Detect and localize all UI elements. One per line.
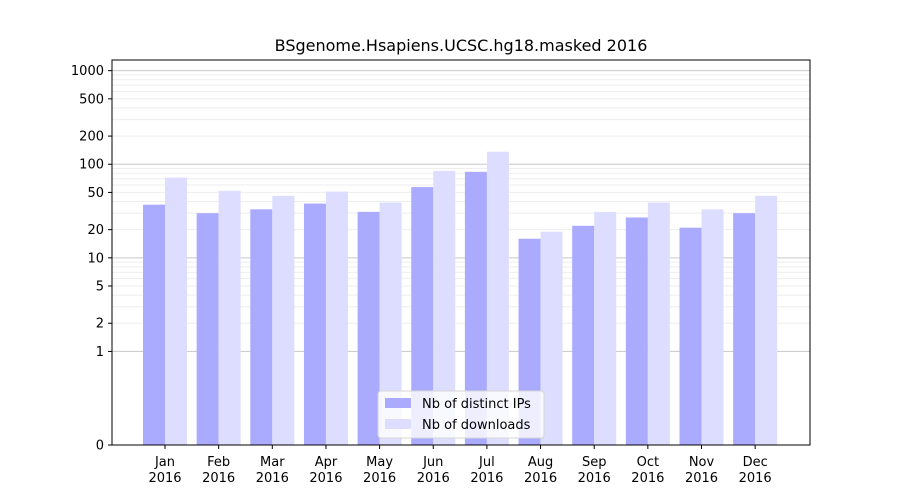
bar-downloads-nov [701, 209, 724, 445]
bar-distinct-ips-apr [303, 203, 326, 445]
bar-distinct-ips-sep [572, 225, 595, 445]
y-tick-label: 0 [96, 439, 104, 454]
bar-downloads-feb [218, 190, 241, 445]
x-tick-label: Jan 2016 [148, 455, 181, 486]
bar-distinct-ips-dec [733, 213, 756, 445]
plot-frame [111, 59, 811, 446]
bar-downloads-oct [647, 202, 670, 445]
bar-downloads-dec [755, 195, 778, 445]
x-tick-label: Aug 2016 [524, 455, 557, 486]
x-tick-label: Jul 2016 [470, 455, 503, 486]
x-tick-label: Dec 2016 [739, 455, 772, 486]
x-axis: Jan 2016 Feb 2016 Mar 2016 Apr 2016 May 2016 Jun 20… [148, 445, 772, 486]
x-tick-label: Oct 2016 [631, 455, 664, 486]
x-tick-label: Jun 2016 [417, 455, 450, 486]
x-tick-label: Mar 2016 [256, 455, 289, 486]
y-tick-label: 1000 [71, 64, 104, 79]
bar-distinct-ips-nov [679, 227, 702, 445]
bar-downloads-mar [272, 195, 295, 445]
bar-distinct-ips-jul [464, 171, 487, 445]
y-tick-label: 1 [96, 345, 104, 360]
legend-label: Nb of distinct IPs [422, 397, 531, 412]
y-tick-label: 20 [87, 223, 104, 238]
x-tick-label: Apr 2016 [309, 455, 342, 486]
legend-label: Nb of downloads [422, 418, 531, 433]
x-tick-label: Feb 2016 [202, 455, 235, 486]
y-tick-label: 100 [79, 158, 104, 173]
bar-distinct-ips-jan [143, 204, 165, 445]
x-tick-label: Sep 2016 [578, 455, 611, 486]
bar-distinct-ips-oct [625, 217, 648, 445]
bar-distinct-ips-may [357, 211, 380, 445]
y-tick-label: 2 [96, 317, 104, 332]
x-tick-label: May 2016 [363, 455, 396, 486]
bar-downloads-sep [594, 211, 617, 445]
bar-downloads-may [379, 202, 402, 445]
bar-distinct-ips-jun [411, 187, 434, 445]
x-tick-label: Nov 2016 [685, 455, 718, 486]
bar-distinct-ips-feb [196, 213, 219, 445]
legend-swatch [385, 398, 411, 408]
bar-downloads-jul [486, 151, 509, 445]
y-tick-label: 500 [79, 92, 104, 107]
bar-downloads-jan [165, 177, 187, 446]
bar-distinct-ips-mar [250, 209, 273, 445]
y-axis: 0 1 2 5 10 20 50 100 200 500 1000 [71, 64, 112, 454]
bar-downloads-apr [325, 191, 348, 445]
legend-box [377, 390, 545, 439]
y-tick-label: 50 [87, 186, 104, 201]
legend: Nb of distinct IPs Nb of downloads [377, 390, 545, 439]
bar-downloads-jun [433, 170, 456, 446]
bar-downloads-aug [540, 231, 563, 445]
y-tick-label: 10 [87, 251, 104, 266]
y-tick-label: 200 [79, 130, 104, 145]
y-tick-label: 5 [96, 280, 104, 295]
legend-swatch [385, 419, 411, 429]
bars [143, 151, 778, 446]
chart-title: BSgenome.Hsapiens.UCSC.hg18.masked 2016 [275, 36, 648, 55]
